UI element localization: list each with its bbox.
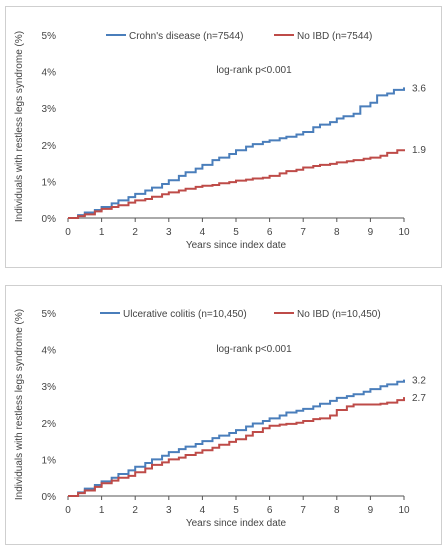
y-axis-title: Individuals with restless legs syndrome …	[14, 309, 25, 500]
y-tick-label: 3%	[42, 382, 57, 393]
x-tick-label: 8	[334, 505, 340, 516]
chart-panel-uc: 0% 1% 2% 3% 4% 5% 0 1 2 3 4 5 6 7 8 9 10 Years since inde…	[5, 285, 442, 545]
x-tick-label: 4	[200, 227, 206, 238]
series-end-label: 1.9	[412, 145, 426, 156]
x-tick-label: 5	[233, 227, 239, 238]
x-tick-label: 3	[166, 227, 172, 238]
x-tick-label: 0	[65, 505, 71, 516]
logrank-annotation: log-rank p<0.001	[216, 344, 292, 355]
chart-uc: 0% 1% 2% 3% 4% 5% 0 1 2 3 4 5 6 7 8 9 10 Years since inde…	[14, 309, 426, 529]
legend-label: No IBD (n=10,450)	[297, 309, 381, 320]
y-tick-label: 0%	[42, 492, 57, 503]
x-tick-label: 6	[267, 227, 273, 238]
x-tick-label: 7	[300, 227, 306, 238]
legend-label: Ulcerative colitis (n=10,450)	[123, 309, 247, 320]
x-tick-label: 2	[132, 505, 138, 516]
chart-crohns: 0% 1% 2% 3% 4% 5% 0 1 2 3 4 5 6 7 8 9 10 Years since inde…	[14, 31, 426, 251]
x-tick-label: 6	[267, 505, 273, 516]
series-end-label: 2.7	[412, 393, 426, 404]
x-tick-label: 9	[368, 505, 374, 516]
y-tick-label: 1%	[42, 455, 57, 466]
x-axis-title: Years since index date	[186, 518, 287, 529]
x-tick-label: 1	[99, 227, 105, 238]
x-tick-label: 7	[300, 505, 306, 516]
y-tick-label: 3%	[42, 104, 57, 115]
y-tick-label: 5%	[42, 309, 57, 320]
x-tick-label: 0	[65, 227, 71, 238]
x-tick-label: 9	[368, 227, 374, 238]
x-tick-label: 4	[200, 505, 206, 516]
chart-panel-crohns: 0% 1% 2% 3% 4% 5% 0 1 2 3 4 5 6 7 8 9 10 Years since inde…	[5, 6, 442, 268]
x-tick-label: 1	[99, 505, 105, 516]
series-line	[68, 87, 405, 219]
x-axis-title: Years since index date	[186, 240, 287, 251]
x-tick-label: 3	[166, 505, 172, 516]
y-tick-label: 4%	[42, 68, 57, 79]
legend-label: No IBD (n=7544)	[297, 31, 372, 42]
series-end-label: 3.6	[412, 83, 426, 94]
series-line	[68, 397, 405, 497]
series-line	[68, 149, 405, 219]
y-tick-label: 2%	[42, 419, 57, 430]
y-tick-label: 2%	[42, 141, 57, 152]
x-tick-label: 2	[132, 227, 138, 238]
y-tick-label: 0%	[42, 214, 57, 225]
series-end-label: 3.2	[412, 376, 426, 387]
logrank-annotation: log-rank p<0.001	[216, 65, 292, 76]
series-line	[68, 379, 405, 497]
y-tick-label: 4%	[42, 346, 57, 357]
y-tick-label: 1%	[42, 177, 57, 188]
x-tick-label: 10	[398, 505, 410, 516]
legend-label: Crohn's disease (n=7544)	[129, 31, 243, 42]
x-tick-label: 5	[233, 505, 239, 516]
x-tick-label: 10	[398, 227, 410, 238]
x-tick-label: 8	[334, 227, 340, 238]
y-axis-title: Individuals with restless legs syndrome …	[14, 31, 25, 222]
y-tick-label: 5%	[42, 31, 57, 42]
